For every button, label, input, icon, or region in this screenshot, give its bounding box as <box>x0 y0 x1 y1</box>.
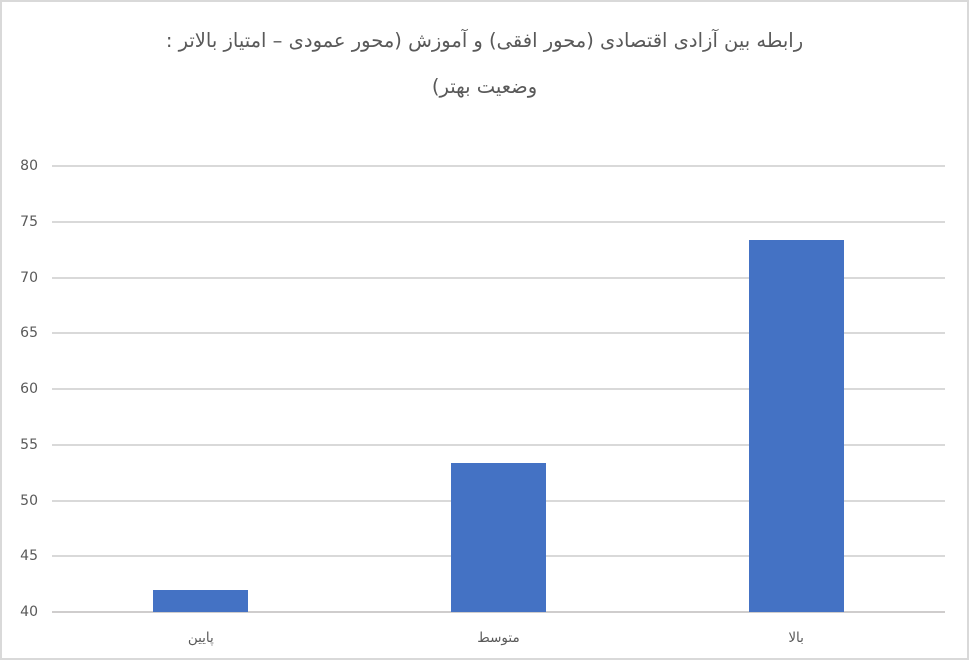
y-tick-label: 75 <box>20 213 38 230</box>
chart-title-line-2: وضعیت بهتر) <box>431 75 538 98</box>
x-category-label: متوسط <box>477 630 520 646</box>
y-tick-label: 70 <box>20 269 38 286</box>
chart-title-line-1: رابطه بین آزادی اقتصادی (محور افقی) و آم… <box>165 29 804 52</box>
gridline <box>52 220 945 223</box>
gridline <box>52 276 945 279</box>
y-tick-label: 60 <box>20 381 38 397</box>
y-tick-label: 50 <box>20 492 38 509</box>
y-tick-label: 55 <box>20 436 38 453</box>
y-tick-label: 80 <box>20 158 38 174</box>
y-tick-label: 40 <box>20 604 38 620</box>
x-category-label: بالا <box>788 630 804 646</box>
x-category-label: پایین <box>187 630 214 646</box>
chart-title: رابطه بین آزادی اقتصادی (محور افقی) و آم… <box>2 18 967 110</box>
bar <box>748 239 844 612</box>
y-tick-label: 65 <box>20 325 38 342</box>
gridline <box>52 165 945 167</box>
bar <box>451 462 546 612</box>
gridline <box>52 332 945 335</box>
gridline <box>52 443 945 446</box>
gridline <box>52 388 945 390</box>
x-axis-line <box>52 611 945 613</box>
y-tick-label: 45 <box>20 548 38 565</box>
bar <box>153 589 249 612</box>
